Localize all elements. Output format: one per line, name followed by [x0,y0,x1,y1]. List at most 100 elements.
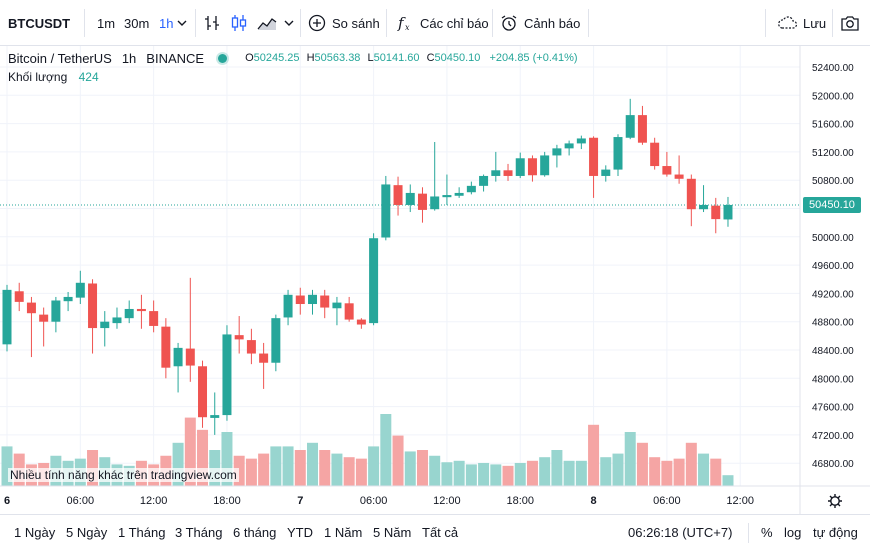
legend-exchange: BINANCE [146,50,205,66]
symbol-name: Bitcoin / TetherUS [8,50,112,66]
candle-body [26,302,36,314]
snapshot-button[interactable] [840,0,860,46]
candle-body [503,170,513,176]
symbol-search[interactable]: BTCUSDT [8,0,70,46]
price-tick-label: 49600.00 [812,261,854,272]
range-1-year[interactable]: 1 Năm [324,524,363,540]
open-value: 50245.25 [253,52,300,64]
price-tick-label: 52400.00 [812,63,854,74]
settings-gear-icon[interactable] [828,494,842,508]
price-chart[interactable]: 52400.00 52000.00 51600.00 51200.00 50800.00… [0,46,870,514]
indicators-button[interactable]: f x Các chỉ báo [396,0,489,46]
volume-bar [453,460,465,486]
percent-scale-toggle[interactable]: % [761,524,773,540]
volume-bar [258,453,270,486]
compare-button[interactable]: So sánh [308,0,380,46]
candle-body [88,283,98,329]
time-tick-label: 6 [4,495,10,507]
interval-dropdown[interactable] [177,0,187,46]
candle-body [149,311,159,326]
volume-bar [539,457,551,486]
candlestick-series [2,98,733,435]
candle-body [417,193,427,210]
toolbar-divider [300,9,301,37]
interval-1h[interactable]: 1h [159,15,174,31]
price-tick-label: 49200.00 [812,289,854,300]
candle-body [650,142,660,167]
toolbar-divider [588,9,589,37]
price-tick-label: 50000.00 [812,233,854,244]
candle-body [63,296,73,302]
candle-body [686,178,696,210]
time-axis[interactable]: 6 06:00 12:00 18:00 7 06:00 12:00 18:00 8 06:00 12… [4,495,754,507]
candle-body [625,115,635,138]
candle-body [430,196,440,210]
range-ytd[interactable]: YTD [287,524,313,540]
tradingview-watermark[interactable]: Nhiều tính năng khác trên tradingview.co… [8,468,239,482]
volume-bar [685,442,697,486]
volume-bar [197,429,209,486]
range-5-day[interactable]: 5 Ngày [66,524,108,540]
auto-scale-toggle[interactable]: tự động [813,524,858,540]
candles-chart-icon [231,15,247,31]
time-tick-label: 06:00 [653,495,681,507]
volume-value: 424 [78,70,99,84]
interval-30m[interactable]: 30m [124,15,150,31]
close-value: 50450.10 [434,52,481,64]
candle-body [466,185,476,193]
market-status-dot [218,53,228,63]
volume-bar [343,457,355,486]
area-type-button[interactable] [256,0,278,46]
range-3-month[interactable]: 3 Tháng [175,524,223,540]
bars-chart-icon [205,16,219,30]
volume-bar [380,414,392,486]
volume-bar [612,453,624,486]
candle-body [2,289,12,345]
volume-bar [404,451,416,486]
candle-body [601,169,611,176]
log-scale-toggle[interactable]: log [784,524,802,540]
volume-bar [722,475,734,486]
chevron-down-icon [284,20,294,26]
candle-body [210,415,220,418]
chart-grid [0,46,800,486]
range-all[interactable]: Tất cả [422,524,459,540]
range-5-year[interactable]: 5 Năm [373,524,412,540]
interval-1m[interactable]: 1m [97,15,116,31]
series-legend: Bitcoin / TetherUS 1h BINANCE O50245.25 … [8,49,578,67]
candle-body [308,294,317,305]
candle-body [161,326,171,368]
save-button[interactable]: Lưu [776,0,826,46]
alerts-button[interactable]: Cảnh báo [500,0,580,46]
time-tick-label: 12:00 [433,495,461,507]
toolbar-divider [386,9,387,37]
range-1-day[interactable]: 1 Ngày [14,524,56,540]
time-tick-label: 18:00 [213,495,241,507]
candle-body [381,184,391,238]
top-toolbar: BTCUSDT 1m 30m 1h So sánh [0,0,870,46]
chart-type-dropdown[interactable] [284,0,294,46]
ohlc-values: O50245.25 H50563.38 L50141.60 C50450.10 … [245,52,578,64]
volume-bar [416,450,428,486]
candle-body [259,353,269,363]
svg-text:f: f [397,14,406,32]
legend-interval: 1h [121,50,137,66]
price-axis[interactable]: 52400.00 52000.00 51600.00 51200.00 50800.00… [812,63,854,470]
time-tick-label: 7 [297,495,303,507]
candle-body [283,294,293,318]
camera-icon [841,16,859,31]
clock-time[interactable]: 06:26:18 (UTC+7) [628,524,733,540]
volume-bar [307,442,318,486]
volume-bar [221,432,233,486]
candle-body [405,192,415,205]
volume-bar [600,457,612,486]
candle-body [393,185,403,205]
time-tick-label: 8 [590,495,596,507]
chevron-down-icon [177,20,187,26]
candles-type-button[interactable] [229,0,249,46]
range-6-month[interactable]: 6 tháng [233,524,277,540]
toolbar-divider [765,9,766,37]
bar-type-button[interactable] [203,0,223,46]
range-1-month[interactable]: 1 Tháng [118,524,166,540]
volume-bar [368,446,380,486]
